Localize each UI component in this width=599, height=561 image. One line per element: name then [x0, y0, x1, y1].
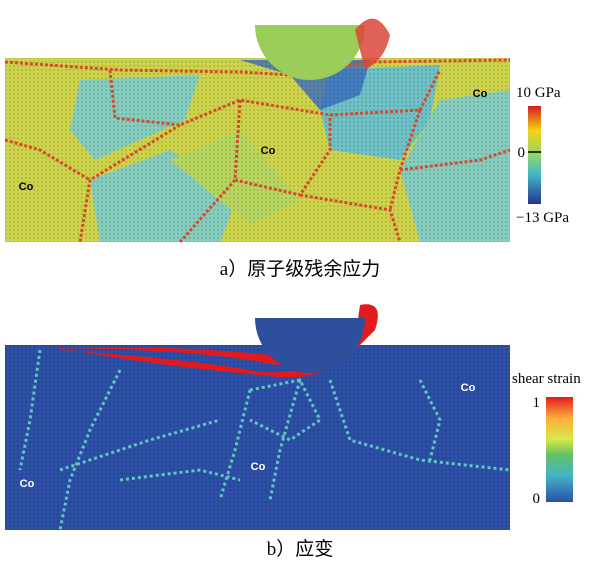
colorbar-label: 10 GPa — [516, 85, 561, 101]
colorbar-label: 0 — [533, 491, 541, 507]
colorbar-label: 0 — [518, 145, 526, 161]
colorbar-label: 1 — [533, 395, 541, 411]
colorbar-title: shear strain — [512, 371, 581, 387]
panel-b-image — [5, 304, 510, 530]
grain-label: Co — [19, 181, 34, 193]
figure: Co Co Co 10 GPa 0 −13 GPa a）原子级残余应力 Co C… — [0, 0, 599, 561]
grain-label: Co — [473, 88, 488, 100]
grain-label: Co — [461, 382, 476, 394]
panel-a-image — [5, 19, 510, 242]
caption: a）原子级残余应力 — [220, 258, 380, 280]
colorbar — [528, 106, 541, 204]
colorbar — [546, 397, 573, 502]
grain-label: Co — [20, 478, 35, 490]
grain-label: Co — [251, 461, 266, 473]
grain-label: Co — [261, 145, 276, 157]
caption: b）应变 — [267, 538, 334, 560]
colorbar-label: −13 GPa — [516, 210, 569, 226]
